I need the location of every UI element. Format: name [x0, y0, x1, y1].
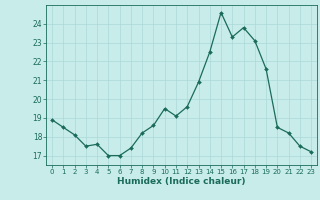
- X-axis label: Humidex (Indice chaleur): Humidex (Indice chaleur): [117, 177, 246, 186]
